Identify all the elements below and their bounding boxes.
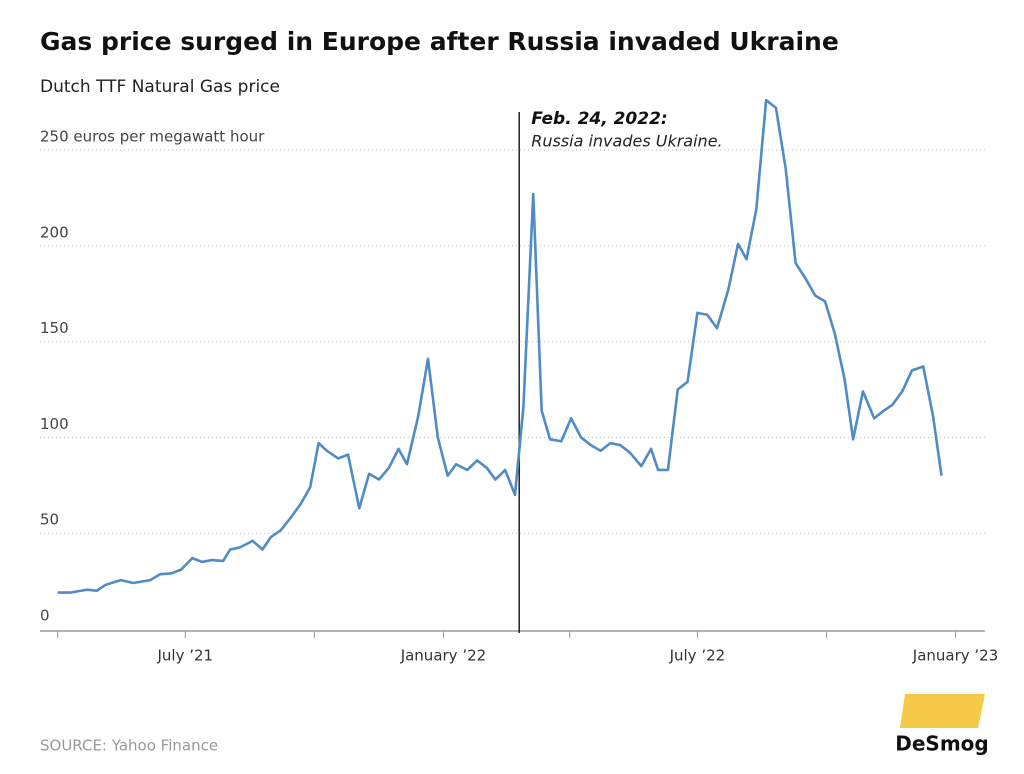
y-tick-label: 100 (40, 415, 69, 433)
x-tick-label: January ’23 (912, 647, 999, 665)
y-tick-label: 200 (40, 223, 69, 241)
logo-text: DeSmog (895, 732, 988, 756)
x-tick-label: July ’22 (669, 647, 726, 665)
price-line (57, 98, 943, 594)
source: SOURCE: Yahoo Finance (40, 737, 218, 755)
x-tick-label: July ’21 (156, 647, 213, 665)
y-tick-label: 250 euros per megawatt hour (40, 128, 265, 146)
chart-title: Gas price surged in Europe after Russia … (40, 27, 839, 56)
y-tick-label: 50 (40, 511, 59, 529)
annotation-text: Russia invades Ukraine. (531, 132, 722, 151)
annotation-label: Feb. 24, 2022: (531, 109, 668, 129)
x-tick-label: January ’22 (400, 647, 487, 665)
y-tick-label: 150 (40, 319, 69, 337)
logo-shape (900, 694, 985, 728)
chart-subtitle: Dutch TTF Natural Gas price (40, 77, 280, 97)
y-tick-label: 0 (40, 607, 50, 625)
